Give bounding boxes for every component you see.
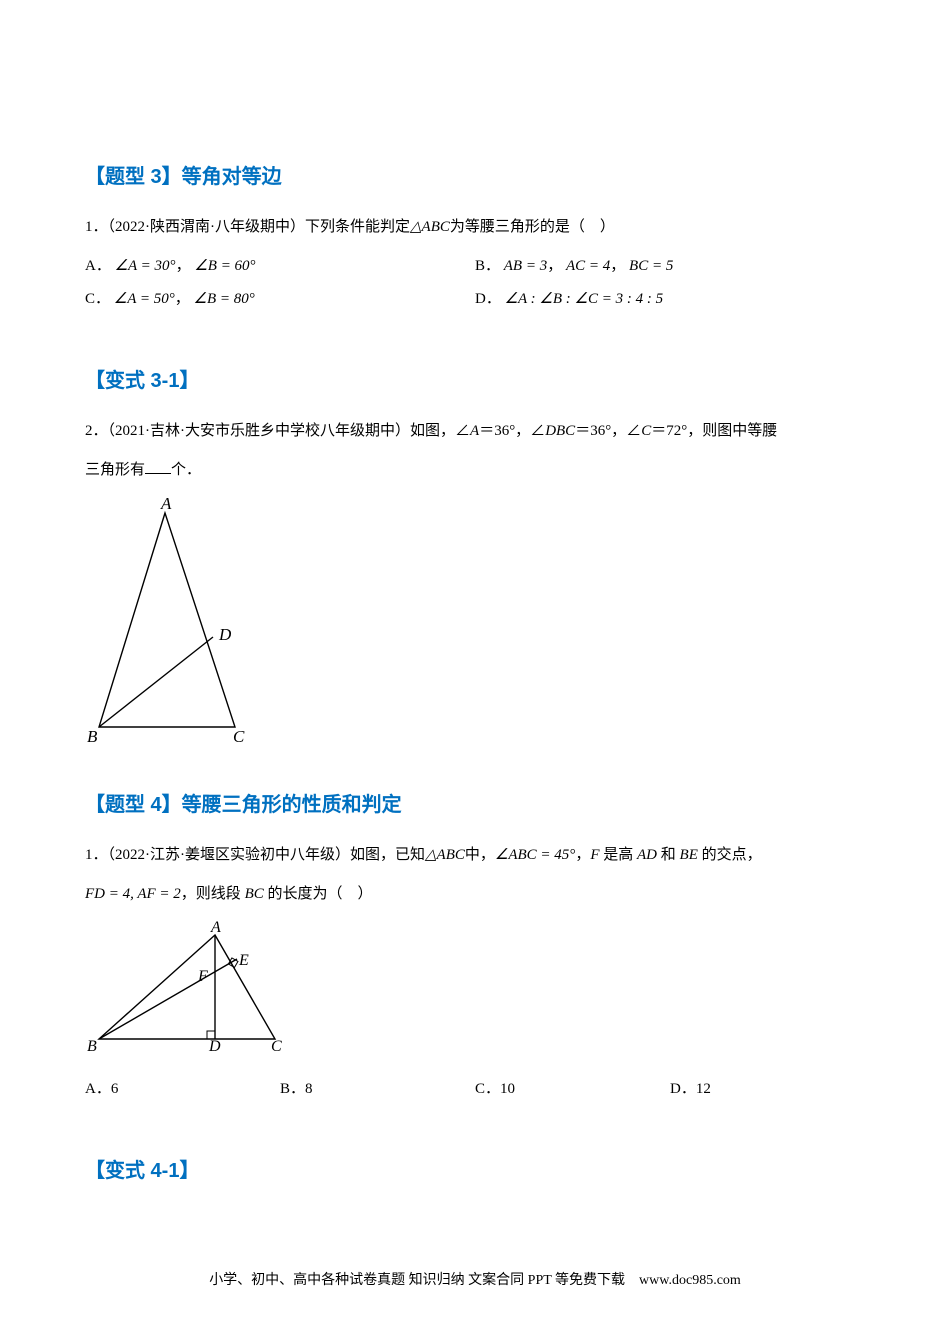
s4-q1-AD: AD <box>637 847 657 863</box>
q2-num: 2． <box>85 423 108 439</box>
triangle-svg-1: A B C D <box>85 495 265 745</box>
blank-fill <box>145 460 171 474</box>
label-F2: F <box>197 968 208 985</box>
opt-val: ∠A = 30° <box>115 258 176 274</box>
q1-options-row2: C． ∠A = 50°， ∠B = 80° D． ∠A : ∠B : ∠C = … <box>85 283 865 316</box>
s4-q1-BC: BC <box>245 886 264 902</box>
s4-q1-d: 是高 <box>600 847 638 863</box>
page-footer: 小学、初中、高中各种试卷真题 知识归纳 文案合同 PPT 等免费下载 www.d… <box>0 1269 950 1289</box>
opt-comma: ， <box>547 258 562 274</box>
s4-q1-l2c: 的长度为（ ） <box>264 886 373 902</box>
q2-DBC: DBC <box>545 423 575 439</box>
s4-q1-f: 的交点， <box>698 847 762 863</box>
q1-opt-d: D． ∠A : ∠B : ∠C = 3 : 4 : 5 <box>475 283 865 316</box>
s4-opt-c: C．10 <box>475 1073 670 1106</box>
opt-val: 12 <box>696 1081 711 1097</box>
opt-comma: ， <box>175 291 190 307</box>
s4-q1-options: A．6 B．8 C．10 D．12 <box>85 1073 865 1106</box>
variant-4-1-heading: 【变式 4-1】 <box>85 1154 865 1183</box>
s4-q1-tri: △ABC <box>425 847 465 863</box>
q1-opt-a: A． ∠A = 30°， ∠B = 60° <box>85 250 475 283</box>
label-E2: E <box>238 952 249 969</box>
s4-q1-BE: BE <box>680 847 698 863</box>
triangle-figure-1: A B C D <box>85 495 865 750</box>
opt-comma: ， <box>610 258 625 274</box>
s4-q1-num: 1． <box>85 847 108 863</box>
section-4-heading: 【题型 4】等腰三角形的性质和判定 <box>85 788 865 817</box>
q1-opt-b: B． AB = 3， AC = 4， BC = 5 <box>475 250 865 283</box>
opt-val: 6 <box>111 1081 119 1097</box>
q2-A: A <box>470 423 479 439</box>
opt-val: 8 <box>305 1081 313 1097</box>
opt-val: ∠A = 50° <box>114 291 175 307</box>
q1-num: 1． <box>85 219 108 235</box>
opt-val: ∠A : ∠B : ∠C = 3 : 4 : 5 <box>505 291 664 307</box>
opt-label: D． <box>670 1081 696 1097</box>
opt-val: AB = 3 <box>504 258 547 274</box>
s4-q1-b: 中， <box>465 847 495 863</box>
s4-q1-l2b: ，则线段 <box>181 886 245 902</box>
label-C2: C <box>271 1038 282 1054</box>
q2-stem-line2: 三角形有 个． <box>85 454 865 487</box>
s4-q1-ang: ∠ABC = 45° <box>495 847 575 863</box>
q1-opt-c: C． ∠A = 50°， ∠B = 80° <box>85 283 475 316</box>
q1-text-b: 为等腰三角形的是（ ） <box>450 219 615 235</box>
opt-comma: ， <box>176 258 191 274</box>
opt-label: C． <box>475 1081 500 1097</box>
label-D2: D <box>208 1038 221 1054</box>
triangle-svg-2: A B C D E F <box>85 919 300 1054</box>
opt-val: BC = 5 <box>629 258 673 274</box>
variant-3-1-heading: 【变式 3-1】 <box>85 364 865 393</box>
s4-q1-e: 和 <box>657 847 680 863</box>
section-3-heading: 【题型 3】等角对等边 <box>85 160 865 189</box>
label-B: B <box>87 727 98 745</box>
triangle-figure-2: A B C D E F <box>85 919 865 1059</box>
q2-eq2: ＝36°，∠ <box>575 423 641 439</box>
q2-C: C <box>641 423 651 439</box>
s4-opt-a: A．6 <box>85 1073 280 1106</box>
opt-label: C． <box>85 291 110 307</box>
q1-text-a: （2022·陕西渭南·八年级期中）下列条件能判定 <box>108 219 411 235</box>
q2-text-a: （2021·吉林·大安市乐胜乡中学校八年级期中）如图，∠ <box>108 423 471 439</box>
s4-q1-fd: FD = 4, AF = 2 <box>85 886 181 902</box>
opt-val: AC = 4 <box>566 258 610 274</box>
opt-label: B． <box>280 1081 305 1097</box>
q2-eq3: ＝72°，则图中等腰 <box>651 423 777 439</box>
q2-eq1: ＝36°，∠ <box>479 423 545 439</box>
s4-q1-line2: FD = 4, AF = 2，则线段 BC 的长度为（ ） <box>85 878 865 911</box>
label-C: C <box>233 727 245 745</box>
q2-stem: 2．（2021·吉林·大安市乐胜乡中学校八年级期中）如图，∠A＝36°，∠DBC… <box>85 415 865 448</box>
opt-val: 10 <box>500 1081 515 1097</box>
s4-q1-F: F <box>590 847 599 863</box>
s4-opt-b: B．8 <box>280 1073 475 1106</box>
s4-q1-a: （2022·江苏·姜堰区实验初中八年级）如图，已知 <box>108 847 426 863</box>
label-D: D <box>218 625 232 644</box>
q1-options-row1: A． ∠A = 30°， ∠B = 60° B． AB = 3， AC = 4，… <box>85 250 865 283</box>
opt-label: B． <box>475 258 500 274</box>
opt-label: D． <box>475 291 501 307</box>
s4-q1-stem: 1．（2022·江苏·姜堰区实验初中八年级）如图，已知△ABC中，∠ABC = … <box>85 839 865 872</box>
label-A: A <box>160 495 172 513</box>
opt-val: ∠B = 80° <box>194 291 255 307</box>
label-B2: B <box>87 1038 97 1054</box>
s4-opt-d: D．12 <box>670 1073 865 1106</box>
q1-stem: 1．（2022·陕西渭南·八年级期中）下列条件能判定△ABC为等腰三角形的是（ … <box>85 211 865 244</box>
opt-val: ∠B = 60° <box>194 258 255 274</box>
opt-label: A． <box>85 258 111 274</box>
q2-suffix: 个． <box>171 462 201 478</box>
opt-label: A． <box>85 1081 111 1097</box>
q2-line2: 三角形有 <box>85 462 145 478</box>
label-A2: A <box>210 919 221 936</box>
s4-q1-c: ， <box>575 847 590 863</box>
q1-tri: △ABC <box>410 219 450 235</box>
